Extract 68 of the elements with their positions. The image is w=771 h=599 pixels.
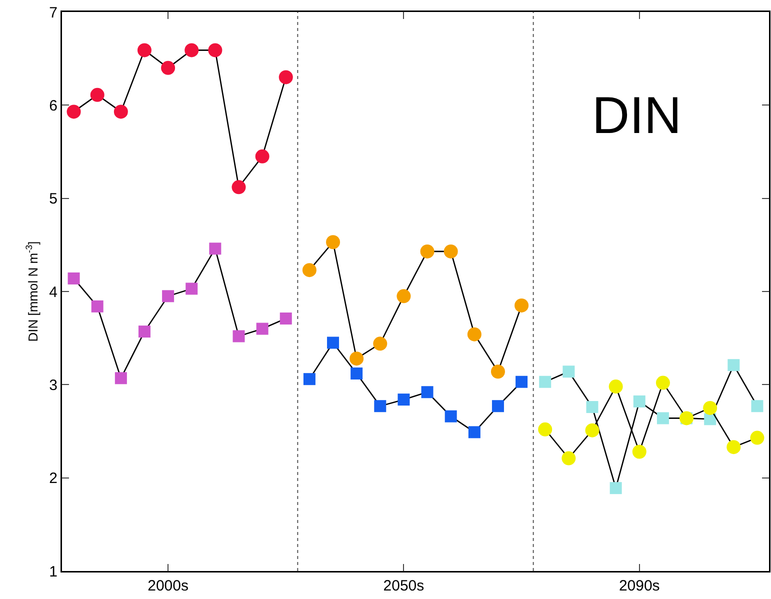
y-tick-label: 3: [49, 376, 58, 394]
point: [161, 60, 176, 75]
point: [114, 372, 127, 384]
x-tick-label: 2000s: [148, 578, 188, 594]
point: [66, 104, 81, 119]
point: [421, 386, 434, 398]
point: [538, 422, 552, 436]
point: [232, 330, 245, 342]
point: [703, 400, 718, 415]
point: [255, 149, 270, 164]
point: [350, 352, 364, 366]
point: [91, 300, 104, 312]
y-tick-label: 2: [49, 470, 58, 488]
point: [444, 244, 458, 258]
point: [280, 312, 292, 325]
point: [586, 401, 598, 414]
point: [256, 322, 268, 335]
point: [751, 400, 764, 412]
point: [327, 336, 340, 349]
point: [278, 70, 293, 84]
point: [90, 88, 104, 102]
point: [444, 410, 457, 422]
point: [208, 43, 222, 58]
point: [186, 282, 198, 295]
y-tick-label: 4: [49, 284, 58, 301]
point: [632, 444, 646, 459]
point: [750, 430, 764, 445]
point: [656, 412, 669, 424]
point: [420, 244, 434, 258]
point: [728, 359, 740, 372]
x-tick-label: 2050s: [383, 578, 424, 594]
point: [303, 373, 316, 386]
point: [492, 400, 504, 412]
point: [162, 290, 174, 302]
point: [398, 394, 410, 406]
y-tick-label: 6: [49, 97, 58, 114]
point: [539, 376, 552, 388]
point: [302, 263, 316, 278]
point: [610, 482, 622, 494]
point: [184, 43, 199, 58]
point: [562, 451, 576, 466]
y-tick-label: 7: [49, 4, 58, 22]
point: [114, 104, 128, 119]
point: [608, 380, 623, 394]
point: [562, 366, 575, 378]
point: [468, 426, 480, 438]
point: [68, 272, 80, 284]
point: [138, 326, 150, 338]
point: [656, 376, 670, 390]
point: [633, 395, 646, 408]
point: [467, 327, 482, 342]
point: [350, 367, 363, 380]
point: [514, 298, 529, 312]
x-tick-label: 2090s: [618, 578, 660, 594]
point: [516, 376, 528, 388]
point: [396, 289, 411, 304]
point: [726, 440, 741, 454]
y-tick-label: 1: [49, 563, 58, 580]
point: [585, 423, 600, 438]
y-tick-label: 5: [49, 190, 58, 208]
point: [232, 180, 246, 194]
point: [137, 43, 152, 58]
point: [373, 336, 388, 351]
point: [374, 400, 386, 412]
point: [326, 235, 340, 250]
point: [490, 364, 505, 379]
point: [209, 242, 222, 255]
annotation: DIN: [592, 87, 682, 145]
